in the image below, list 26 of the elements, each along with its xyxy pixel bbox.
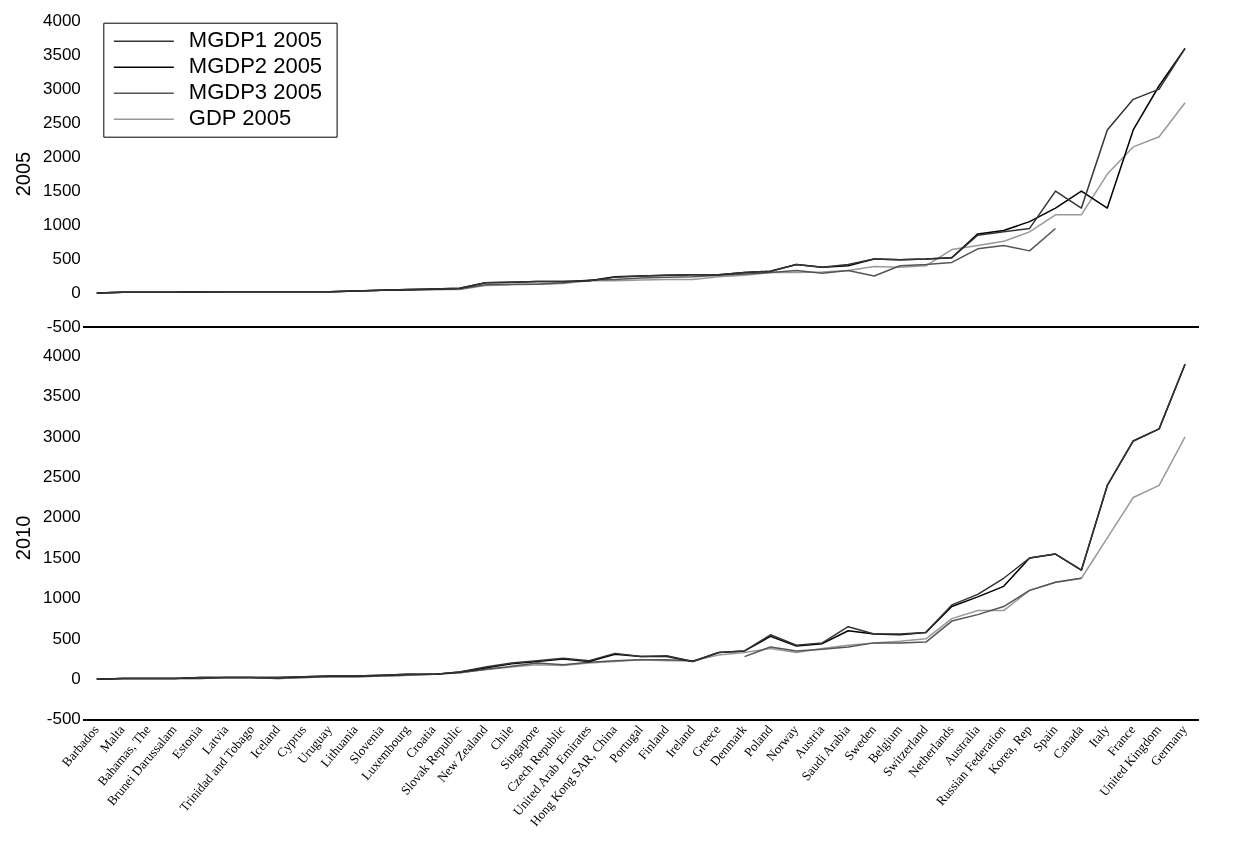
y-tick-label: 4000 — [42, 10, 81, 30]
y-tick-label: 1500 — [42, 180, 81, 200]
y-tick-label: 500 — [52, 248, 81, 268]
y-tick-label: 2500 — [42, 467, 81, 487]
y-axis-title: 2010 — [11, 515, 34, 561]
y-tick-label: 4000 — [42, 345, 81, 365]
y-tick-label: 2500 — [42, 112, 81, 132]
y-tick-label: -500 — [46, 709, 81, 729]
y-tick-label: 3500 — [42, 44, 81, 64]
legend-label: GDP 2005 — [188, 105, 292, 131]
y-tick-label: 500 — [52, 628, 81, 648]
y-tick-label: 2000 — [42, 507, 81, 527]
y-tick-label: 1000 — [42, 588, 81, 608]
legend-label: MGDP1 2005 — [188, 27, 323, 53]
y-tick-label: 0 — [71, 668, 81, 688]
y-tick-label: 1500 — [42, 547, 81, 567]
y-tick-label: 2000 — [42, 146, 81, 166]
y-tick-label: 1000 — [42, 214, 81, 234]
y-tick-label: 3000 — [42, 78, 81, 98]
y-tick-label: 3500 — [42, 386, 81, 406]
y-tick-label: 3000 — [42, 426, 81, 446]
y-tick-label: 0 — [71, 282, 81, 302]
y-tick-label: -500 — [46, 316, 81, 336]
legend-label: MGDP2 2005 — [188, 53, 323, 79]
y-axis-title: 2005 — [11, 151, 34, 197]
legend-label: MGDP3 2005 — [188, 79, 323, 105]
